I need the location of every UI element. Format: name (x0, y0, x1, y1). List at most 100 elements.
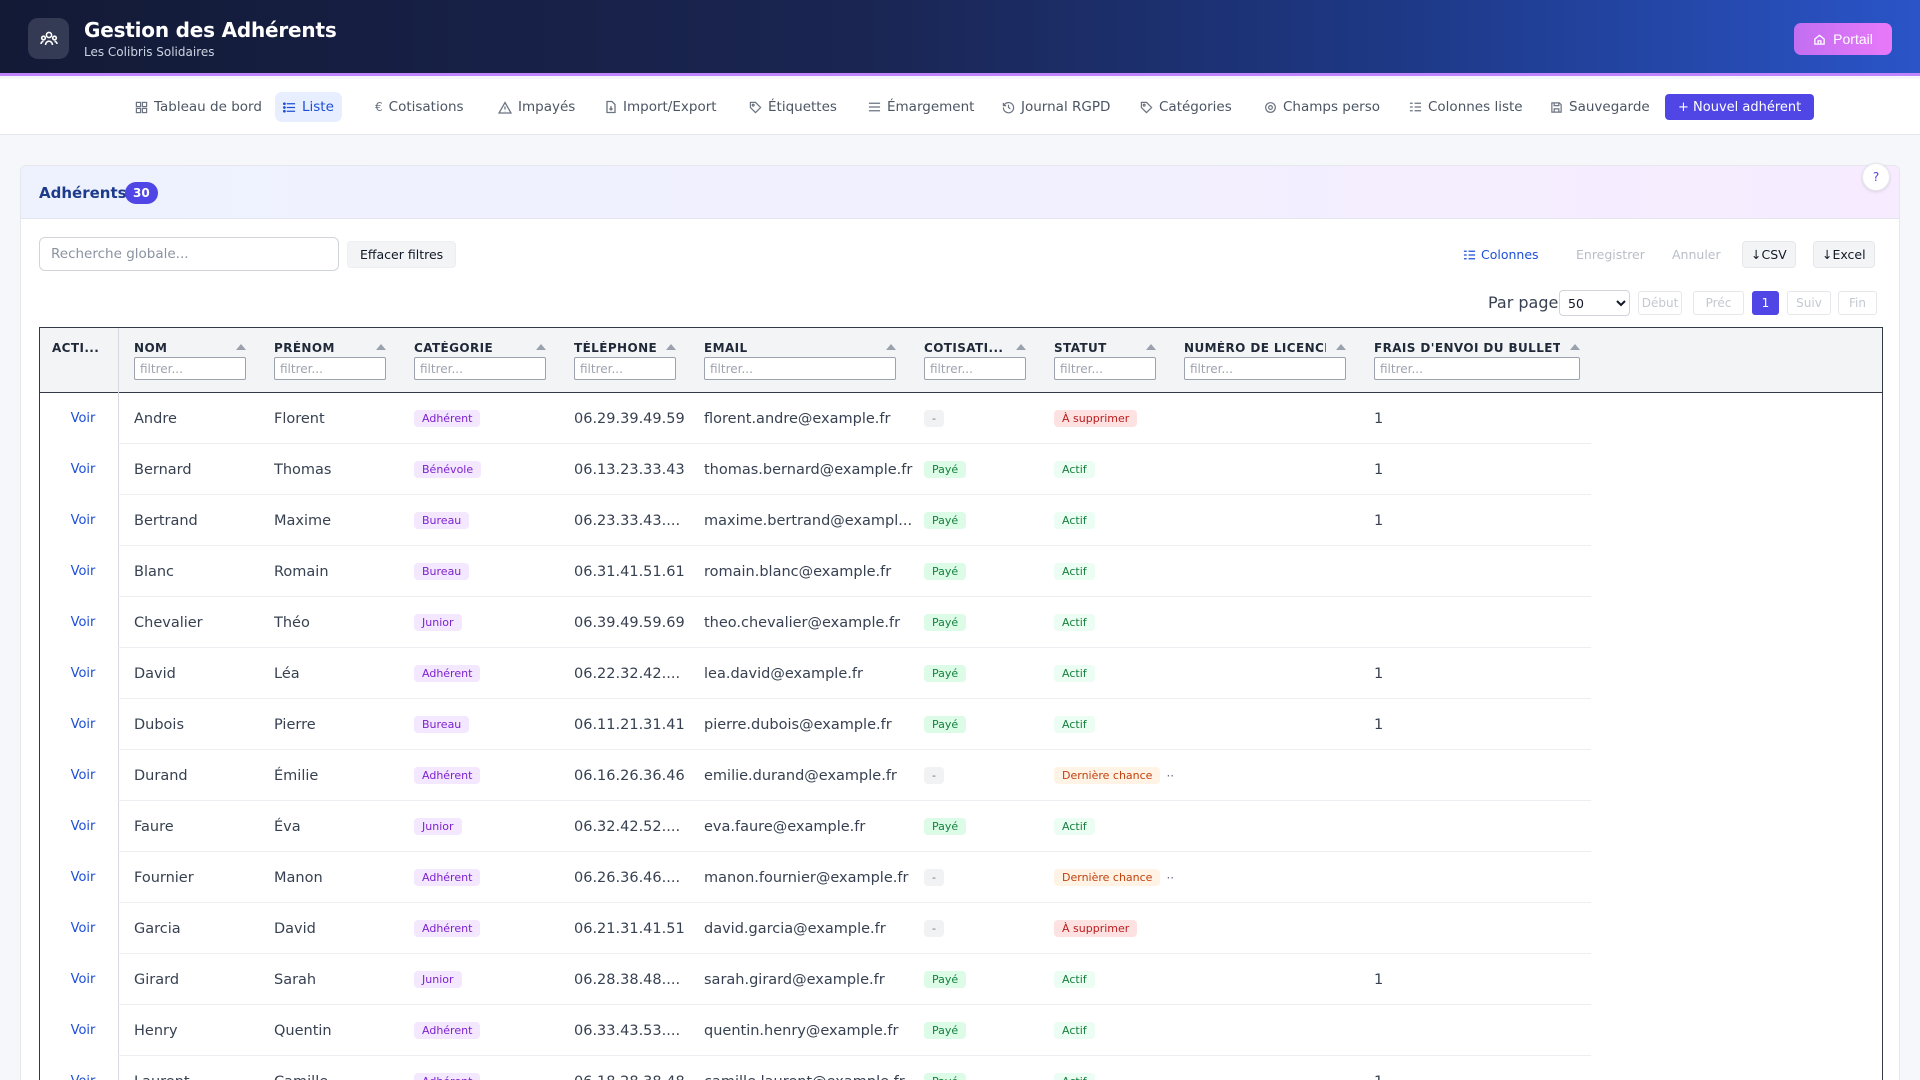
nav-sauvegarde[interactable]: Sauvegarde (1542, 92, 1658, 122)
column-header-email[interactable]: EMAIL (704, 328, 896, 393)
email-value[interactable]: eva.faure@example.fr (704, 818, 866, 835)
nav-colonnes-liste[interactable]: Colonnes liste (1401, 92, 1531, 122)
view-member-link[interactable]: Voir (70, 462, 96, 477)
page-prev-button[interactable]: Préc (1693, 291, 1744, 315)
page-next-button[interactable]: Suiv (1787, 291, 1831, 315)
sort-arrow-icon[interactable] (1146, 344, 1156, 350)
view-member-link[interactable]: Voir (70, 768, 96, 783)
telephone-value: 06.18.28.38.48 (574, 1074, 685, 1080)
view-member-link[interactable]: Voir (70, 513, 96, 528)
global-search-input[interactable] (39, 237, 339, 271)
column-filter-input[interactable] (1054, 357, 1156, 380)
view-member-link[interactable]: Voir (70, 870, 96, 885)
save-button[interactable]: Enregistrer (1576, 247, 1645, 262)
export-excel-button[interactable]: ↓Excel (1813, 241, 1875, 268)
email-value[interactable]: maxime.bertrand@exampl... (704, 512, 913, 529)
column-filter-input[interactable] (704, 357, 896, 380)
per-page-select[interactable]: 50 (1559, 290, 1630, 316)
cell-telephone: 06.39.49.59.69 (574, 597, 694, 648)
portal-button[interactable]: Portail (1794, 23, 1892, 55)
column-header-categorie[interactable]: CATÉGORIE (414, 328, 546, 393)
view-member-link[interactable]: Voir (71, 1074, 96, 1080)
column-header-licence[interactable]: NUMÉRO DE LICENCE (1184, 328, 1346, 393)
cell-cotisation: Payé (924, 699, 1044, 750)
column-header-nom[interactable]: NOM (134, 328, 246, 393)
nav-champs-perso[interactable]: Champs perso (1256, 92, 1388, 122)
categorie-badge: Adhérent (414, 665, 481, 682)
sort-arrow-icon[interactable] (1016, 344, 1026, 350)
sort-arrow-icon[interactable] (236, 344, 246, 350)
view-member-link[interactable]: Voir (70, 819, 96, 834)
view-member-link[interactable]: Voir (70, 615, 96, 630)
view-member-link[interactable]: Voir (70, 717, 96, 732)
email-value[interactable]: sarah.girard@example.fr (704, 971, 885, 988)
column-filter-input[interactable] (414, 357, 546, 380)
sort-arrow-icon[interactable] (376, 344, 386, 350)
view-member-link[interactable]: Voir (70, 921, 96, 936)
export-csv-button[interactable]: ↓CSV (1742, 241, 1796, 268)
email-value[interactable]: romain.blanc@example.fr (704, 563, 892, 580)
email-value[interactable]: david.garcia@example.fr (704, 920, 886, 937)
email-value[interactable]: emilie.durand@example.fr (704, 767, 897, 784)
nav-import-export[interactable]: Import/Export (597, 92, 725, 122)
column-filter-input[interactable] (274, 357, 386, 380)
sort-arrow-icon[interactable] (886, 344, 896, 350)
nav-journal-rgpd[interactable]: Journal RGPD (994, 92, 1118, 122)
view-member-link[interactable]: Voir (70, 1023, 96, 1038)
column-filter-input[interactable] (924, 357, 1026, 380)
cell-nom: Garcia (134, 903, 264, 954)
email-value[interactable]: quentin.henry@example.fr (704, 1022, 899, 1039)
email-value[interactable]: lea.david@example.fr (704, 665, 863, 682)
sort-arrow-icon[interactable] (1336, 344, 1346, 350)
email-value[interactable]: florent.andre@example.fr (704, 410, 891, 427)
prenom-value: Léa (274, 665, 300, 682)
more-icon[interactable]: ··· (1166, 768, 1174, 783)
nav-categories[interactable]: Catégories (1132, 92, 1240, 122)
nav-cotisations[interactable]: € Cotisations (367, 92, 472, 122)
cell-statut: Actif (1054, 801, 1174, 852)
cell-cotisation: Payé (924, 801, 1044, 852)
column-filter-input[interactable] (1374, 357, 1580, 380)
nav-tableau-de-bord[interactable]: Tableau de bord (127, 92, 270, 122)
email-value[interactable]: camille.laurent@example.fr (704, 1074, 905, 1080)
cell-prenom: Pierre (274, 699, 404, 750)
row-divider (118, 494, 1591, 495)
nav-impayes[interactable]: Impayés (490, 92, 583, 122)
help-button[interactable]: ? (1862, 163, 1890, 191)
table-row: Voir Durand Émilie Adhérent 06.16.26.36.46 em… (40, 750, 1882, 801)
column-filter-input[interactable] (1184, 357, 1346, 380)
nav-liste[interactable]: Liste (275, 92, 342, 122)
cell-email: maxime.bertrand@exampl... (704, 495, 914, 546)
column-filter-input[interactable] (134, 357, 246, 380)
view-member-link[interactable]: Voir (70, 564, 96, 579)
sort-arrow-icon[interactable] (1570, 344, 1580, 350)
column-filter-input[interactable] (574, 357, 676, 380)
view-member-link[interactable]: Voir (70, 666, 96, 681)
view-member-link[interactable]: Voir (70, 972, 96, 987)
new-member-button[interactable]: + Nouvel adhérent (1665, 94, 1815, 120)
cell-licence (1184, 750, 1364, 801)
nav-etiquettes[interactable]: Étiquettes (741, 92, 845, 122)
sort-arrow-icon[interactable] (666, 344, 676, 350)
email-value[interactable]: manon.fournier@example.fr (704, 869, 909, 886)
email-value[interactable]: pierre.dubois@example.fr (704, 716, 892, 733)
cell-cotisation: - (924, 852, 1044, 903)
email-value[interactable]: thomas.bernard@example.fr (704, 461, 913, 478)
nav-emargement[interactable]: Émargement (860, 92, 982, 122)
page-last-button[interactable]: Fin (1838, 291, 1877, 315)
telephone-value: 06.21.31.41.51 (574, 920, 685, 937)
cancel-button[interactable]: Annuler (1672, 247, 1721, 262)
column-header-statut[interactable]: STATUT (1054, 328, 1156, 393)
columns-button[interactable]: Colonnes (1455, 241, 1547, 268)
column-header-prenom[interactable]: PRÉNOM (274, 328, 386, 393)
column-header-frais[interactable]: FRAIS D'ENVOI DU BULLETIN (1374, 328, 1580, 393)
more-icon[interactable]: ··· (1166, 870, 1174, 885)
view-member-link[interactable]: Voir (70, 411, 96, 426)
page-current-button[interactable]: 1 (1752, 291, 1779, 315)
email-value[interactable]: theo.chevalier@example.fr (704, 614, 901, 631)
clear-filters-button[interactable]: Effacer filtres (347, 241, 457, 268)
sort-arrow-icon[interactable] (536, 344, 546, 350)
page-first-button[interactable]: Début (1638, 291, 1682, 315)
column-header-cotisation[interactable]: COTISATI... (924, 328, 1026, 393)
column-header-telephone[interactable]: TÉLÉPHONE (574, 328, 676, 393)
